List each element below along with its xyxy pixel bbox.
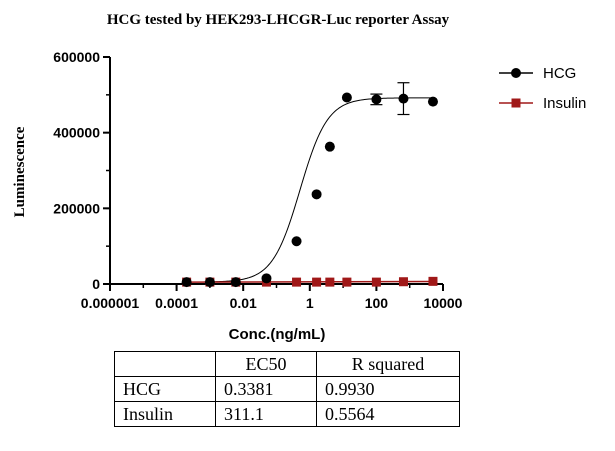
hcg-point (371, 94, 382, 105)
hcg-point (427, 96, 438, 107)
insulin-fit-line (186, 280, 433, 283)
insulin-point (398, 277, 408, 287)
insulin-point (312, 277, 322, 287)
insulin-point (342, 277, 352, 287)
table-header-cell (114, 351, 216, 377)
hcg-fit-curve (192, 97, 433, 283)
hcg-point (398, 93, 409, 104)
table-cell: 0.9930 (316, 376, 460, 402)
plot-area (181, 82, 438, 288)
insulin-point (292, 277, 302, 287)
hcg-point (311, 189, 322, 200)
y-tick-label: 400000 (53, 125, 100, 141)
legend-marker-circle (511, 68, 521, 78)
x-tick-label: 1 (306, 295, 314, 311)
legend-marker-square (511, 98, 521, 108)
y-tick-label: 200000 (53, 200, 100, 216)
insulin-point (371, 277, 381, 287)
y-tick-label: 0 (92, 276, 100, 292)
hcg-point (181, 277, 192, 288)
hcg-point (261, 273, 272, 284)
x-tick-label: 10000 (424, 295, 463, 311)
hcg-point (291, 236, 302, 247)
results-table: EC50 R squared HCG 0.3381 0.9930 Insulin… (114, 351, 460, 427)
hcg-point (324, 141, 335, 152)
x-tick-label: 100 (365, 295, 389, 311)
x-tick-label: 0.01 (230, 295, 257, 311)
hcg-point (341, 92, 352, 103)
hcg-point (230, 277, 241, 288)
table-cell: 0.3381 (215, 376, 317, 402)
y-tick-label: 600000 (53, 49, 100, 65)
x-tick-label: 0.000001 (81, 295, 140, 311)
table-header-row: EC50 R squared (114, 351, 460, 377)
table-cell: HCG (114, 376, 216, 402)
table-row: HCG 0.3381 0.9930 (114, 376, 460, 402)
legend-label: HCG (543, 65, 576, 82)
legend: HCG Insulin (499, 65, 586, 112)
insulin-point (428, 276, 438, 286)
insulin-point (325, 277, 335, 287)
table-cell: Insulin (114, 401, 216, 427)
legend-label: Insulin (543, 95, 586, 112)
hcg-point (204, 277, 215, 288)
table-header-cell: R squared (316, 351, 460, 377)
chart-title: HCG tested by HEK293-LHCGR-Luc reporter … (107, 12, 450, 28)
x-tick-label: 0.0001 (155, 295, 198, 311)
table-row: Insulin 311.1 0.5564 (114, 401, 460, 427)
y-axis-title: Luminescence (12, 126, 28, 217)
table-cell: 311.1 (215, 401, 317, 427)
table-header-cell: EC50 (215, 351, 317, 377)
axes: 0.000001 0.0001 0.01 1 100 10000 0 200000 400000… (53, 49, 462, 311)
table-cell: 0.5564 (316, 401, 460, 427)
chart: HCG tested by HEK293-LHCGR-Luc reporter … (12, 12, 586, 343)
x-axis-title: Conc.(ng/mL) (229, 326, 326, 343)
